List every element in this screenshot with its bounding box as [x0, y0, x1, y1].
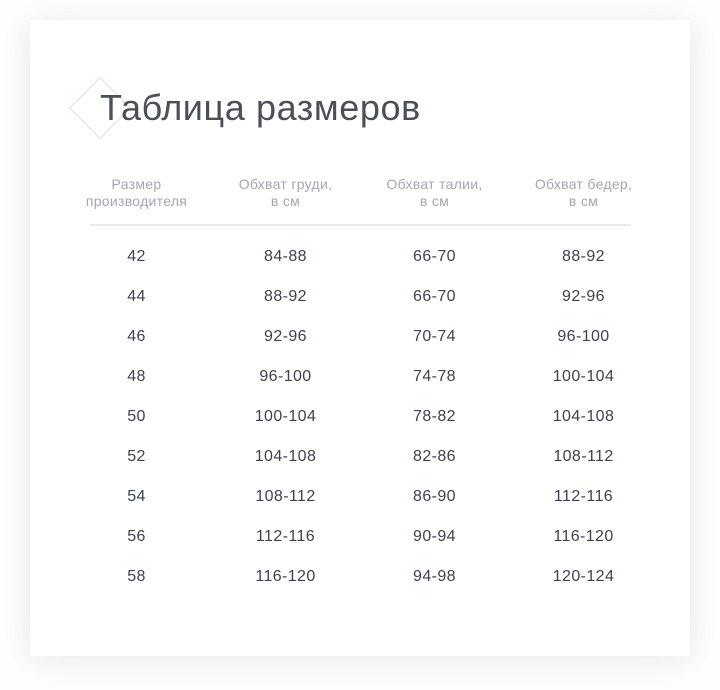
hips-cell: 100-104: [552, 368, 615, 385]
size-cell: 42: [127, 248, 146, 265]
hips-cell: 108-112: [553, 448, 614, 465]
waist-cell: 78-82: [413, 408, 456, 425]
waist-cell: 94-98: [413, 568, 456, 585]
table-row: 54 108-112 86-90 112-116: [62, 477, 658, 517]
table-header-row: Размер производителя Обхват груди, в см …: [62, 176, 658, 210]
chest-cell: 112-116: [255, 528, 316, 545]
header-size-line2: производителя: [85, 193, 188, 209]
table-row: 58 116-120 94-98 120-124: [62, 557, 658, 597]
waist-cell: 66-70: [413, 248, 456, 265]
header-waist-line2: в см: [419, 193, 450, 209]
title-block: Таблица размеров: [68, 76, 421, 140]
chest-cell: 88-92: [264, 288, 307, 305]
table-row: 52 104-108 82-86 108-112: [62, 437, 658, 477]
waist-cell: 74-78: [413, 368, 456, 385]
chest-cell: 96-100: [259, 368, 312, 385]
header-chest-line1: Обхват груди,: [238, 176, 333, 192]
table-row: 56 112-116 90-94 116-120: [62, 517, 658, 557]
table-row: 46 92-96 70-74 96-100: [62, 317, 658, 357]
size-cell: 58: [127, 568, 146, 585]
header-chest: Обхват груди, в см: [211, 176, 360, 210]
chest-cell: 108-112: [255, 488, 316, 505]
hips-cell: 120-124: [552, 568, 615, 585]
table-row: 48 96-100 74-78 100-104: [62, 357, 658, 397]
hips-cell: 112-116: [553, 488, 614, 505]
size-table: Размер производителя Обхват груди, в см …: [62, 176, 658, 597]
waist-cell: 90-94: [413, 528, 456, 545]
waist-cell: 86-90: [413, 488, 456, 505]
size-table-card: Таблица размеров Размер производителя Об…: [30, 20, 690, 656]
size-cell: 56: [127, 528, 146, 545]
hips-cell: 96-100: [557, 328, 610, 345]
table-row: 50 100-104 78-82 104-108: [62, 397, 658, 437]
hips-cell: 88-92: [562, 248, 605, 265]
header-size-line1: Размер: [111, 176, 162, 192]
header-hips-line2: в см: [568, 193, 599, 209]
table-row: 42 84-88 66-70 88-92: [62, 237, 658, 277]
header-waist: Обхват талии, в см: [360, 176, 509, 210]
table-body: 42 84-88 66-70 88-92 44 88-92 66-70 92-9…: [62, 237, 658, 597]
page-title: Таблица размеров: [100, 87, 421, 128]
size-cell: 52: [127, 448, 146, 465]
header-hips-line1: Обхват бедер,: [534, 176, 633, 192]
header-hips: Обхват бедер, в см: [509, 176, 658, 210]
hips-cell: 92-96: [562, 288, 605, 305]
chest-cell: 84-88: [264, 248, 307, 265]
size-cell: 44: [127, 288, 146, 305]
chest-cell: 100-104: [254, 408, 317, 425]
size-cell: 48: [127, 368, 146, 385]
header-waist-line1: Обхват талии,: [386, 176, 483, 192]
hips-cell: 116-120: [553, 528, 614, 545]
size-cell: 50: [127, 408, 146, 425]
waist-cell: 82-86: [413, 448, 456, 465]
header-divider: [89, 224, 631, 226]
header-chest-line2: в см: [270, 193, 301, 209]
waist-cell: 70-74: [413, 328, 456, 345]
header-size: Размер производителя: [62, 176, 211, 210]
waist-cell: 66-70: [413, 288, 456, 305]
chest-cell: 116-120: [255, 568, 316, 585]
chest-cell: 104-108: [254, 448, 317, 465]
hips-cell: 104-108: [552, 408, 615, 425]
size-cell: 46: [127, 328, 146, 345]
size-cell: 54: [127, 488, 146, 505]
table-row: 44 88-92 66-70 92-96: [62, 277, 658, 317]
chest-cell: 92-96: [264, 328, 307, 345]
